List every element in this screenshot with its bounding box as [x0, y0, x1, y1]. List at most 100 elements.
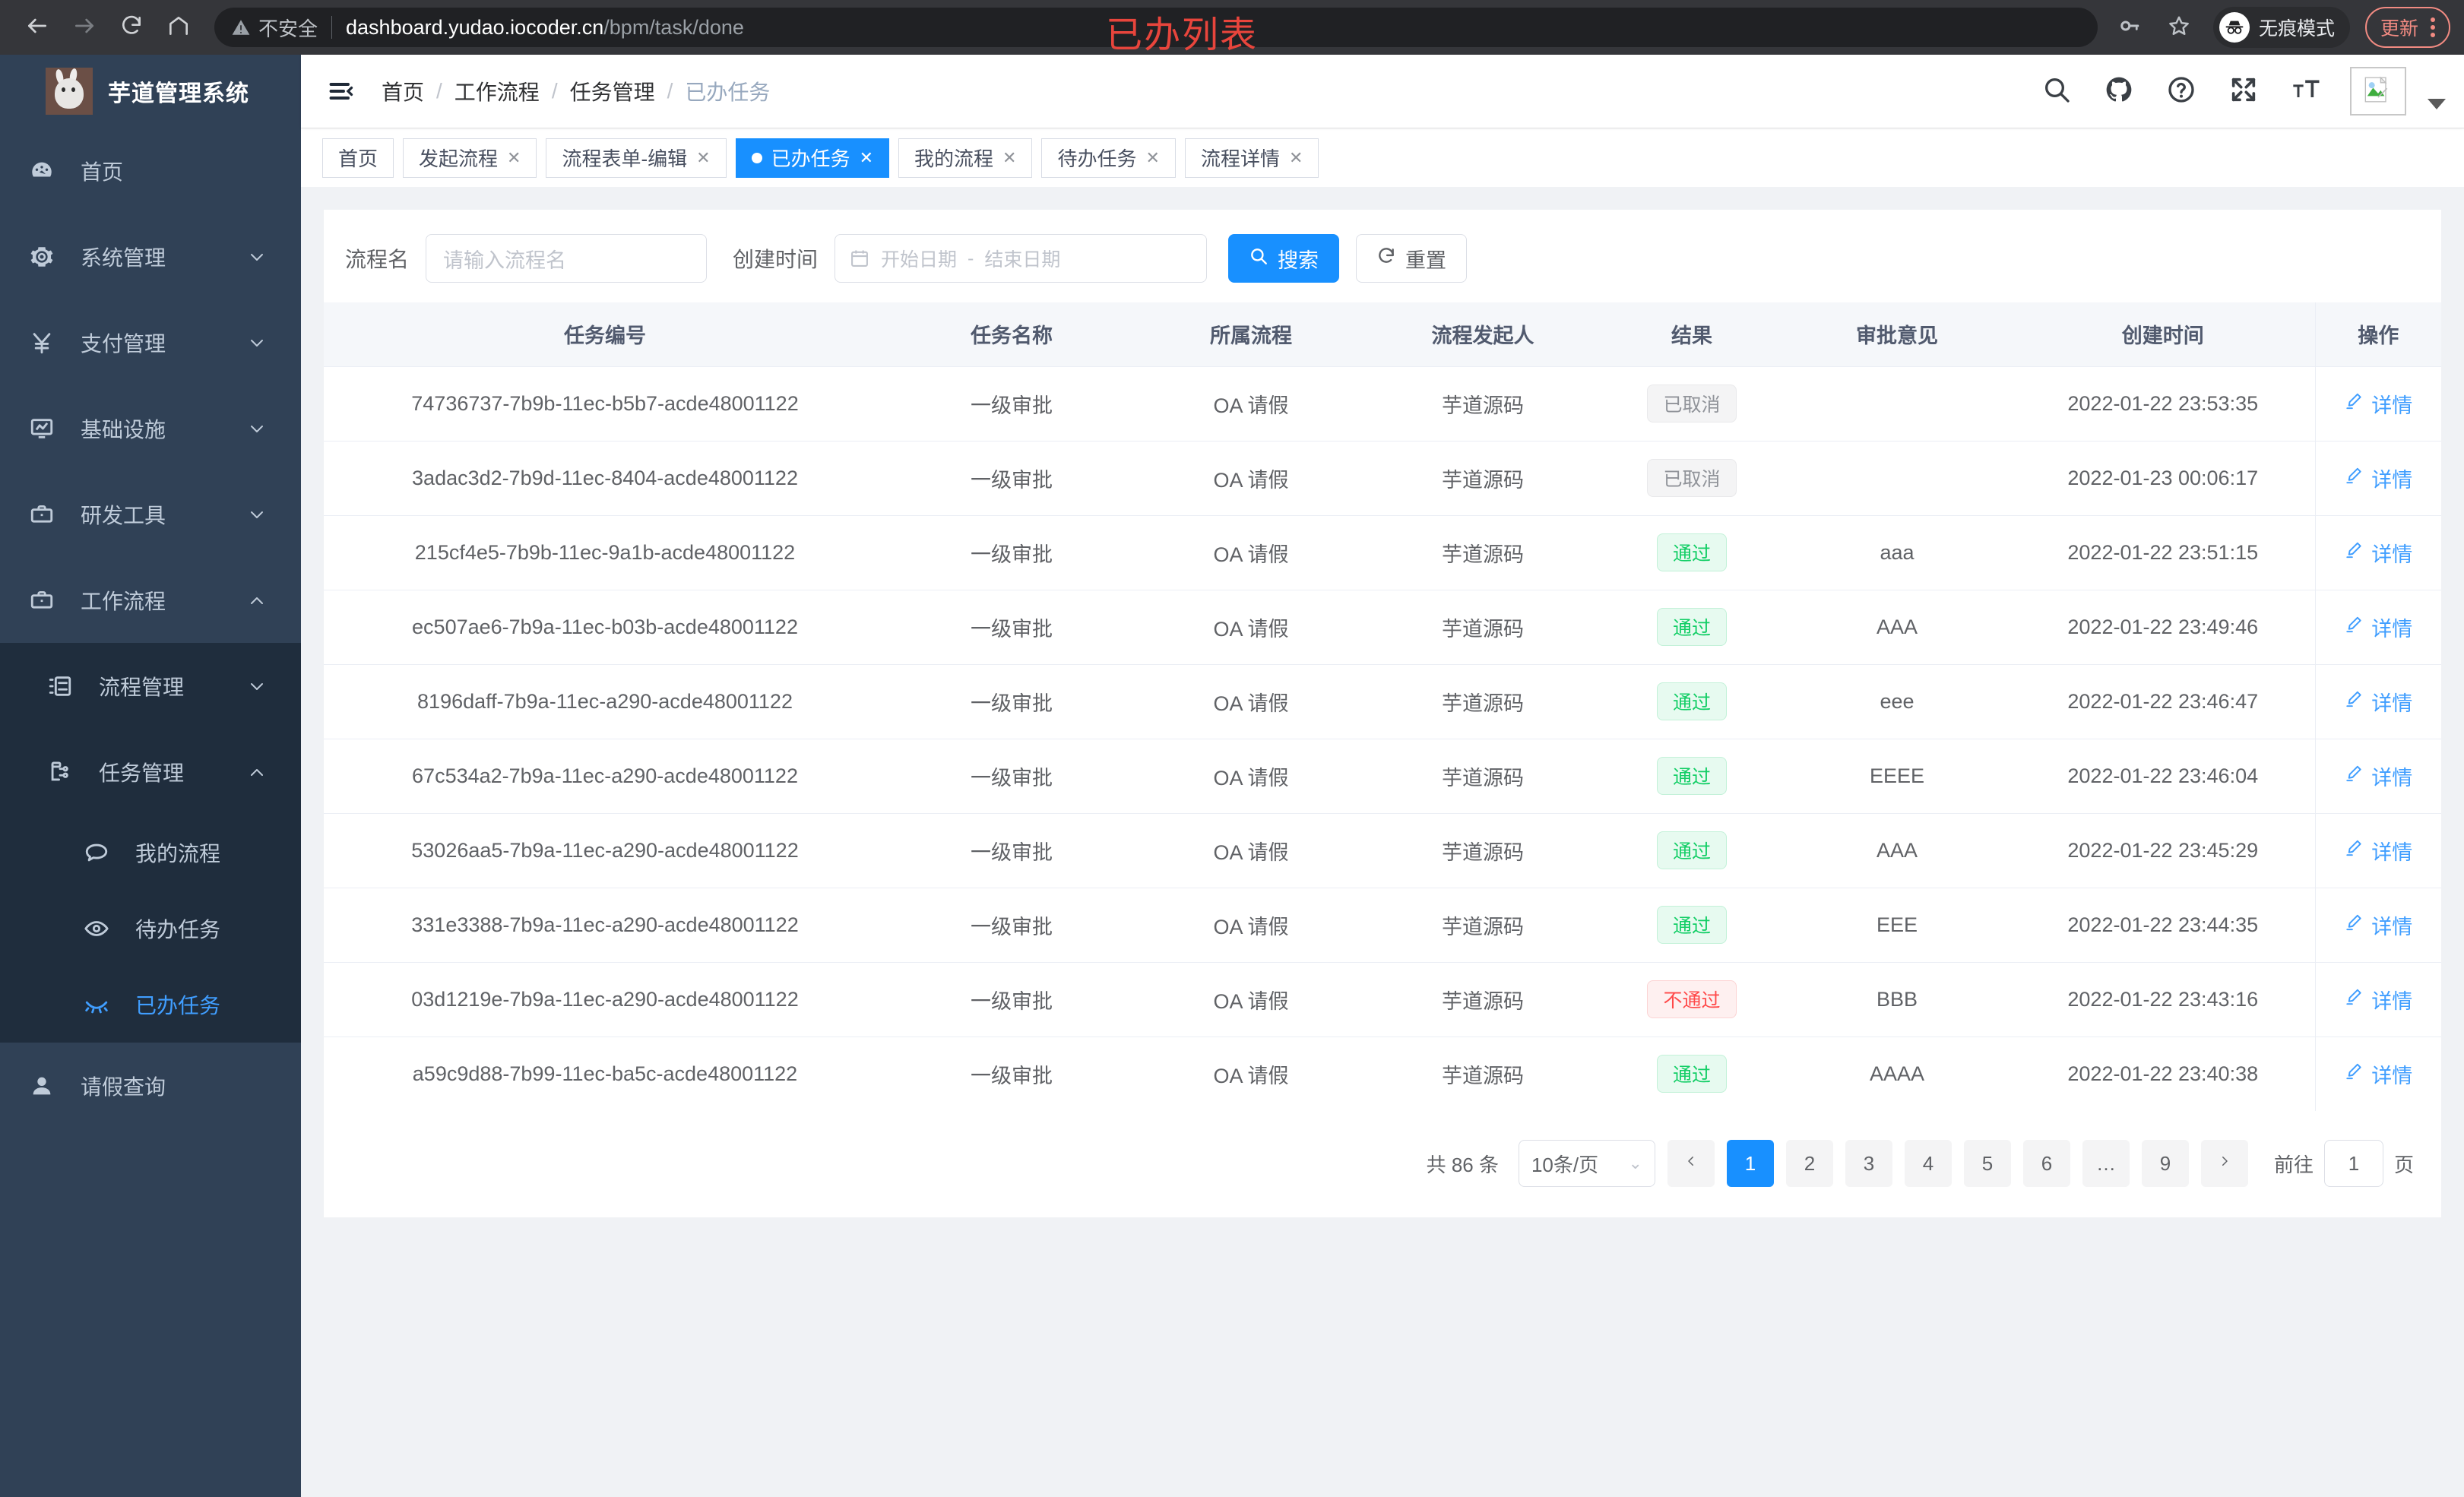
cell-initiator: 芋道源码	[1442, 1064, 1524, 1087]
cell-process: OA 请假	[1213, 1064, 1289, 1087]
pagination-page-5[interactable]: 5	[1963, 1140, 2011, 1187]
tab-home[interactable]: 首页	[322, 138, 394, 178]
back-button[interactable]	[14, 4, 61, 51]
tab-process-form-edit[interactable]: 流程表单-编辑 ✕	[546, 138, 727, 178]
search-button[interactable]: 搜索	[1228, 234, 1340, 283]
incognito-indicator[interactable]: 无痕模式	[2212, 7, 2350, 48]
breadcrumb-item-task-management[interactable]: 任务管理	[569, 81, 655, 104]
pagination-prev[interactable]	[1667, 1140, 1715, 1187]
eye-icon	[84, 916, 119, 942]
forward-button[interactable]	[61, 4, 108, 51]
pagination-page-6[interactable]: 6	[2022, 1140, 2070, 1187]
th-task-id: 任务编号	[324, 302, 886, 367]
caret-down-icon[interactable]	[2428, 99, 2446, 109]
sidebar-item-workflow[interactable]: 工作流程	[0, 557, 301, 643]
page-size-select[interactable]: 10条/页 ⌄	[1518, 1140, 1655, 1187]
edit-pencil-icon	[2344, 913, 2364, 938]
breadcrumb-item-home[interactable]: 首页	[382, 81, 425, 104]
pagination-page-1[interactable]: 1	[1726, 1140, 1774, 1187]
reload-icon	[119, 14, 144, 42]
cell-comment	[1783, 441, 2011, 516]
tab-start-process[interactable]: 发起流程 ✕	[403, 138, 537, 178]
edit-pencil-icon	[2344, 987, 2364, 1012]
briefcase-icon	[29, 587, 64, 613]
detail-button[interactable]: 详情	[2344, 836, 2412, 866]
sidebar-item-system[interactable]: 系统管理	[0, 214, 301, 299]
avatar[interactable]	[2350, 67, 2406, 116]
address-bar[interactable]: 不安全 dashboard.yudao.iocoder.cn /bpm/task…	[214, 8, 2098, 47]
table-row: 331e3388-7b9a-11ec-a290-acde48001122 一级审批…	[324, 888, 2441, 963]
sidebar-item-done-tasks[interactable]: 已办任务	[0, 967, 301, 1043]
detail-button[interactable]: 详情	[2344, 910, 2412, 940]
password-manager-button[interactable]	[2108, 5, 2152, 49]
breadcrumb-item-workflow[interactable]: 工作流程	[454, 81, 540, 104]
close-icon[interactable]: ✕	[1002, 147, 1017, 167]
close-icon[interactable]: ✕	[1145, 147, 1160, 167]
close-icon[interactable]: ✕	[859, 147, 874, 167]
close-icon[interactable]: ✕	[1288, 147, 1303, 167]
breadcrumb-separator: /	[436, 79, 442, 103]
detail-button[interactable]: 详情	[2344, 1059, 2412, 1089]
sidebar-item-todo-tasks[interactable]: 待办任务	[0, 891, 301, 967]
cell-task-name: 一级审批	[886, 813, 1137, 888]
detail-button[interactable]: 详情	[2344, 464, 2412, 493]
hamburger-icon[interactable]	[324, 74, 359, 109]
font-size-button[interactable]	[2288, 73, 2324, 109]
sidebar-item-leave-query[interactable]: 请假查询	[0, 1043, 301, 1128]
tab-my-process[interactable]: 我的流程 ✕	[898, 138, 1033, 178]
bookmark-button[interactable]	[2157, 5, 2201, 49]
tab-todo-tasks[interactable]: 待办任务 ✕	[1041, 138, 1176, 178]
close-icon[interactable]: ✕	[507, 147, 521, 167]
create-time-range-picker[interactable]: 开始日期 - 结束日期	[835, 234, 1208, 283]
sidebar-item-payment[interactable]: 支付管理	[0, 299, 301, 385]
sidebar-item-task-management[interactable]: 任务管理	[0, 729, 301, 815]
kebab-menu-icon[interactable]	[2424, 17, 2441, 37]
sidebar-item-label: 研发工具	[81, 503, 166, 527]
pagination-page-2[interactable]: 2	[1785, 1140, 1833, 1187]
cell-task-name: 一级审批	[886, 739, 1137, 814]
sidebar-item-process-management[interactable]: 流程管理	[0, 643, 301, 729]
cell-result: 不通过	[1601, 962, 1783, 1037]
search-button[interactable]	[2038, 73, 2075, 109]
detail-button[interactable]: 详情	[2344, 687, 2412, 717]
help-button[interactable]	[2163, 73, 2200, 109]
fullscreen-button[interactable]	[2225, 73, 2262, 109]
pagination-page-9[interactable]: 9	[2141, 1140, 2189, 1187]
home-button[interactable]	[155, 4, 202, 51]
brand[interactable]: 芋道管理系统	[0, 55, 301, 128]
table-row: 215cf4e5-7b9b-11ec-9a1b-acde48001122 一级审批…	[324, 515, 2441, 590]
detail-button[interactable]: 详情	[2344, 389, 2412, 419]
detail-button[interactable]: 详情	[2344, 985, 2412, 1014]
detail-button[interactable]: 详情	[2344, 761, 2412, 791]
process-name-input[interactable]: 请输入流程名	[426, 234, 708, 283]
pagination-page-4[interactable]: 4	[1904, 1140, 1952, 1187]
reload-button[interactable]	[108, 4, 155, 51]
cell-process: OA 请假	[1137, 441, 1365, 516]
jump-page-input[interactable]: 1	[2323, 1140, 2383, 1187]
tab-done-tasks[interactable]: 已办任务 ✕	[735, 138, 890, 178]
close-icon[interactable]: ✕	[696, 147, 711, 167]
sidebar-item-devtools[interactable]: 研发工具	[0, 471, 301, 557]
sidebar-item-my-process[interactable]: 我的流程	[0, 815, 301, 891]
cell-operation: 详情	[2314, 515, 2441, 590]
sidebar-item-home[interactable]: 首页	[0, 128, 301, 214]
sidebar-item-infrastructure[interactable]: 基础设施	[0, 385, 301, 471]
pagination-page-3[interactable]: 3	[1845, 1140, 1892, 1187]
github-button[interactable]	[2101, 73, 2137, 109]
cell-result: 通过	[1601, 739, 1783, 814]
cell-operation: 详情	[2314, 739, 2441, 814]
process-name-placeholder: 请输入流程名	[443, 248, 567, 272]
table-row: 74736737-7b9b-11ec-b5b7-acde48001122 一级审批…	[324, 366, 2441, 442]
cell-created-time: 2022-01-23 00:06:17	[2011, 441, 2315, 516]
update-button[interactable]: 更新	[2364, 7, 2450, 48]
pagination-ellipsis[interactable]: …	[2082, 1140, 2130, 1187]
pagination-next[interactable]	[2200, 1140, 2248, 1187]
monitor-icon	[29, 416, 64, 442]
tab-process-detail[interactable]: 流程详情 ✕	[1184, 138, 1319, 178]
th-comment: 审批意见	[1783, 302, 2011, 367]
detail-button[interactable]: 详情	[2344, 538, 2412, 568]
omnibox-divider	[331, 16, 333, 39]
reset-button[interactable]: 重置	[1356, 234, 1468, 283]
annotation-overlay: 已办列表	[1106, 15, 1259, 55]
detail-button[interactable]: 详情	[2344, 612, 2412, 642]
